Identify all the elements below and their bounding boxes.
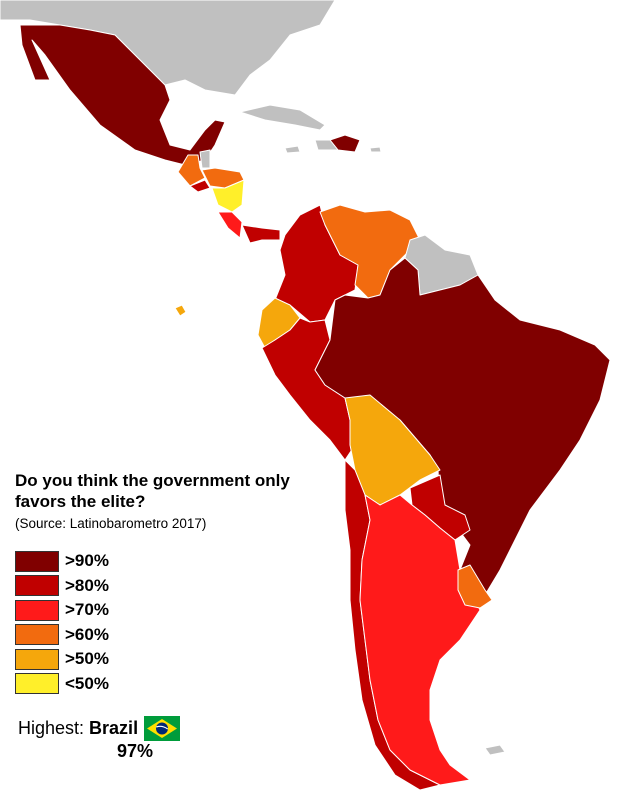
region-uruguay [457,564,493,609]
region-cuba [239,104,326,131]
region-falklands [484,744,506,756]
region-mexico [19,24,226,166]
legend-label: >90% [65,551,109,571]
highest-country: Brazil [89,718,139,738]
region-panama [241,224,281,244]
region-galapagos [174,304,187,317]
legend-item: >90% [15,549,109,574]
region-el-salvador [189,179,211,193]
region-jamaica [284,145,301,154]
legend-swatch [15,624,59,646]
legend-item: >50% [15,647,109,672]
legend-swatch [15,673,59,695]
region-belize [199,149,211,169]
highest-label: Highest: [18,718,85,738]
legend-label: >80% [65,575,109,595]
region-usa [0,0,336,96]
region-nicaragua [211,179,245,213]
legend-swatch [15,575,59,597]
region-puerto-rico [369,146,382,153]
legend-label: >70% [65,600,109,620]
map-title: Do you think the government only favors … [15,471,290,511]
legend-item: >80% [15,574,109,599]
highest-value: 97% [117,741,154,761]
legend-item: >70% [15,598,109,623]
legend-item: <50% [15,672,109,697]
highest-callout: Highest: Brazil [18,716,181,741]
legend-swatch [15,599,59,621]
legend-label: <50% [65,673,109,693]
legend-swatch [15,550,59,572]
region-costa-rica [217,211,243,239]
legend: >90% >80% >70% >60% >50% <50% [15,549,109,696]
region-haiti [314,139,339,151]
legend-label: >60% [65,624,109,644]
region-argentina [359,494,481,786]
brazil-flag-icon [144,716,181,741]
map-source: (Source: Latinobarometro 2017) [15,516,207,531]
legend-item: >60% [15,623,109,648]
legend-swatch [15,648,59,670]
legend-label: >50% [65,649,109,669]
